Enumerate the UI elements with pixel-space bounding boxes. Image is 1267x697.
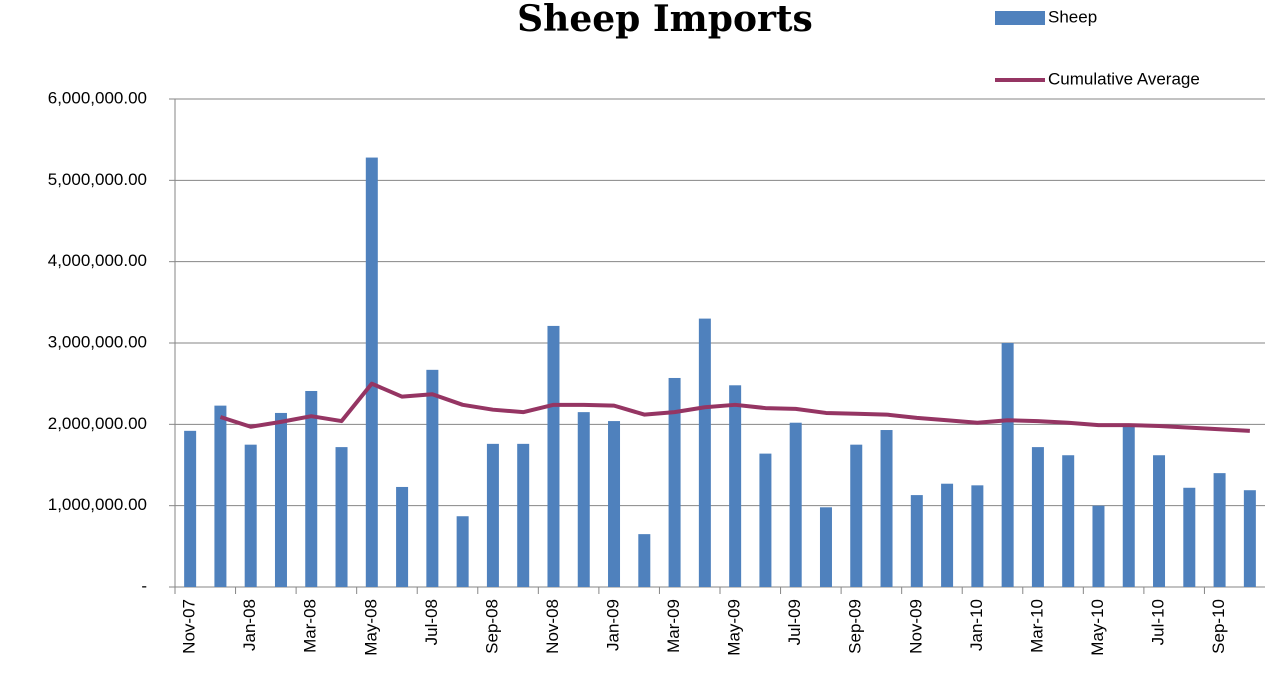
bar: [1183, 487, 1196, 587]
bar: [577, 412, 590, 587]
x-tick-label: Sep-10: [1209, 599, 1228, 654]
bar: [1243, 490, 1256, 587]
bar: [941, 483, 954, 587]
x-tick-label: Sep-08: [482, 599, 501, 654]
x-tick-label: Nov-07: [180, 599, 199, 654]
bar: [214, 405, 227, 587]
bar: [517, 443, 530, 587]
bar: [1213, 473, 1226, 587]
x-tick-label: May-09: [725, 599, 744, 656]
bar: [1031, 447, 1044, 587]
bar: [426, 369, 439, 587]
x-tick-label: May-08: [361, 599, 380, 656]
y-tick-label: 1,000,000.00: [48, 495, 147, 514]
x-tick-label: Mar-10: [1027, 599, 1046, 653]
x-tick-label: Sep-09: [846, 599, 865, 654]
bar: [819, 507, 832, 587]
line: [219, 381, 1250, 433]
x-tick-label: Mar-08: [301, 599, 320, 653]
legend-swatch: [995, 11, 1045, 25]
x-tick-label: Jan-09: [604, 599, 623, 651]
y-tick-label: 6,000,000.00: [48, 88, 147, 107]
bar: [244, 444, 257, 587]
bar: [1153, 455, 1166, 587]
bar: [335, 447, 348, 587]
bar: [456, 516, 469, 587]
bar: [850, 444, 863, 587]
x-tick-label: Jul-10: [1149, 599, 1168, 645]
bar: [971, 485, 984, 587]
y-tick-label: 5,000,000.00: [48, 170, 147, 189]
x-tick-label: Nov-09: [906, 599, 925, 654]
bar: [274, 412, 287, 587]
bar: [396, 486, 409, 587]
bar: [1122, 424, 1135, 587]
bar: [486, 443, 499, 587]
x-tick-label: May-10: [1088, 599, 1107, 656]
bar: [759, 453, 772, 587]
y-tick-label: 3,000,000.00: [48, 332, 147, 351]
legend-label: Sheep: [1048, 7, 1097, 26]
legend-label: Cumulative Average: [1048, 69, 1200, 88]
bar: [1062, 455, 1075, 587]
bar: [1092, 505, 1105, 587]
bar: [729, 385, 742, 587]
bar: [305, 390, 318, 587]
bar: [638, 534, 651, 587]
bar: [789, 422, 802, 587]
x-tick-label: Nov-08: [543, 599, 562, 654]
y-tick-label: -: [141, 576, 147, 595]
x-tick-label: Jan-10: [967, 599, 986, 651]
y-tick-label: 2,000,000.00: [48, 414, 147, 433]
bar: [365, 157, 378, 587]
x-tick-label: Jul-08: [422, 599, 441, 645]
bar: [1001, 343, 1014, 587]
x-tick-label: Jul-09: [785, 599, 804, 645]
bar: [880, 430, 893, 587]
bar: [668, 377, 681, 587]
bar: [547, 325, 560, 587]
bar: [698, 318, 711, 587]
x-tick-label: Jan-08: [240, 599, 259, 651]
bar: [608, 421, 621, 587]
y-tick-label: 4,000,000.00: [48, 251, 147, 270]
chart-title: Sheep Imports: [517, 0, 813, 40]
x-tick-label: Mar-09: [664, 599, 683, 653]
bar: [910, 495, 923, 587]
bar: [184, 430, 197, 587]
